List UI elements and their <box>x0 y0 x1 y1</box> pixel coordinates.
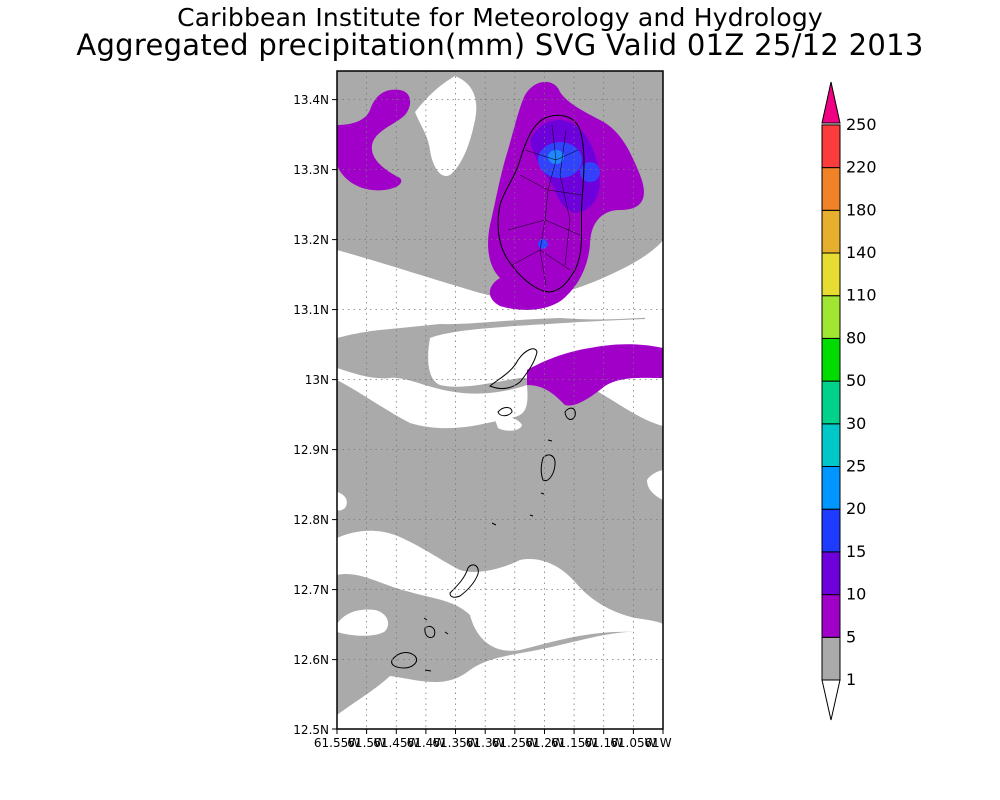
colorbar-label: 30 <box>846 414 866 433</box>
colorbar-segment <box>821 167 841 211</box>
colorbar-bottom-arrow <box>821 679 841 721</box>
lat-tick-label: 12.7N <box>293 583 329 597</box>
lon-tick-label: 61.4W <box>407 736 446 750</box>
colorbar-label: 20 <box>846 499 866 518</box>
colorbar-label: 180 <box>846 200 877 219</box>
island-carriacou <box>391 652 418 669</box>
colorbar-label: 25 <box>846 457 866 476</box>
lat-tick-label: 12.9N <box>293 443 329 457</box>
lon-tick-label: 61.15W <box>551 736 597 750</box>
lat-labels: 13.4N 13.3N 13.2N 13.1N 13N 12.9N 12.8N … <box>293 93 329 737</box>
colorbar-segment <box>821 380 841 425</box>
colorbar-label: 10 <box>846 585 866 604</box>
colorbar-segment <box>821 124 841 169</box>
colorbar-label: 250 <box>846 115 877 134</box>
colorbar-segment <box>821 551 841 596</box>
lon-tick-label: 61.25W <box>492 736 538 750</box>
colorbar-label: 220 <box>846 158 877 177</box>
colorbar-label: 5 <box>846 627 856 646</box>
colorbar-label: 80 <box>846 328 866 347</box>
lon-tick-label: 61W <box>644 736 671 750</box>
colorbar-label: 110 <box>846 286 877 305</box>
lon-labels: 61.55W 61.5W 61.45W 61.4W 61.35W 61.3W 6… <box>314 736 672 750</box>
lon-tick-label: 61.05W <box>610 736 656 750</box>
lon-tick-label: 61.55W <box>314 736 360 750</box>
colorbar-segment <box>821 423 841 467</box>
precip-15-20-area <box>538 239 548 249</box>
island-union <box>449 564 479 598</box>
colorbar-label: 50 <box>846 371 866 390</box>
colorbar-segment <box>821 508 841 553</box>
colorbar-segment <box>821 594 841 638</box>
colorbar-segment <box>821 466 841 510</box>
map-plot-area <box>337 71 663 729</box>
colorbar-segment <box>821 209 841 254</box>
colorbar-segment <box>821 337 841 382</box>
lat-tick-label: 12.8N <box>293 513 329 527</box>
lat-tick-label: 13N <box>305 373 329 387</box>
colorbar-segment <box>821 636 841 681</box>
lat-tick-label: 12.5N <box>293 723 329 737</box>
axis-ticks <box>332 99 664 734</box>
precip-15-20-area <box>580 162 600 182</box>
title-line1: Caribbean Institute for Meteorology and … <box>177 3 823 32</box>
coastlines <box>391 114 585 672</box>
lat-tick-label: 13.1N <box>293 303 329 317</box>
lon-tick-label: 61.2W <box>525 736 564 750</box>
island-st-vincent <box>497 114 585 293</box>
colorbar-segment <box>821 252 841 297</box>
lat-tick-label: 13.2N <box>293 233 329 247</box>
precip-20-25-area <box>548 150 564 164</box>
lon-tick-label: 61.35W <box>432 736 478 750</box>
colorbar-top-arrow <box>821 81 841 124</box>
lon-tick-label: 61.5W <box>347 736 386 750</box>
colorbar-label: 15 <box>846 542 866 561</box>
map-frame <box>336 70 664 730</box>
lon-tick-label: 61.3W <box>466 736 505 750</box>
lat-tick-label: 13.4N <box>293 93 329 107</box>
colorbar-segment <box>821 295 841 339</box>
colorbar-label: 1 <box>846 670 856 689</box>
colorbar-label: 140 <box>846 243 877 262</box>
lon-tick-label: 61.1W <box>584 736 623 750</box>
lat-tick-label: 12.6N <box>293 653 329 667</box>
lon-tick-label: 61.45W <box>373 736 419 750</box>
island-mustique <box>564 407 576 420</box>
island-bequia <box>489 348 538 390</box>
lat-tick-label: 13.3N <box>293 163 329 177</box>
title-line2: Aggregated precipitation(mm) SVG Valid 0… <box>76 28 924 62</box>
island-canouan <box>540 454 556 482</box>
